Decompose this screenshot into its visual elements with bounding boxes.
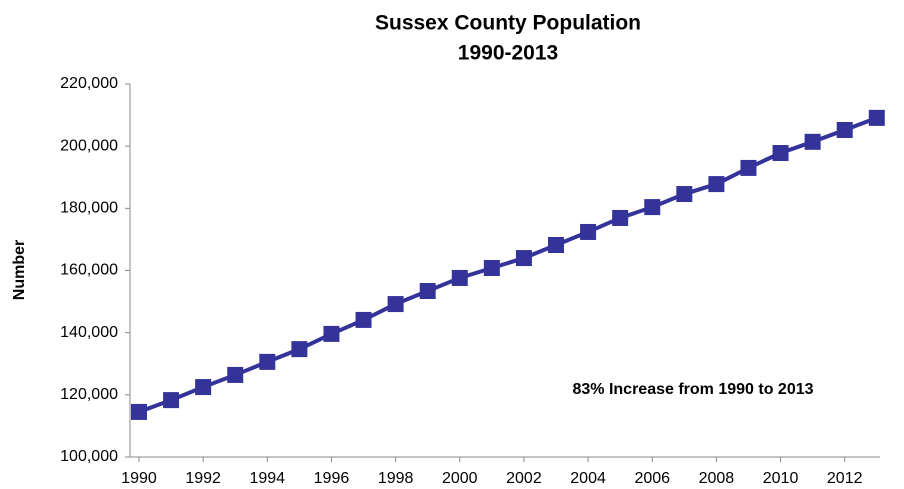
x-tick-label: 2006 — [634, 470, 670, 487]
x-tick-label: 1998 — [378, 470, 414, 487]
y-tick-label: 200,000 — [60, 137, 118, 154]
x-tick-label: 1994 — [249, 470, 285, 487]
marker — [515, 250, 532, 267]
x-tick-label: 2010 — [763, 470, 799, 487]
series-line — [138, 116, 878, 414]
marker — [355, 311, 372, 328]
marker — [291, 341, 308, 358]
y-axis-label: Number — [11, 240, 28, 300]
marker — [580, 223, 597, 240]
marker — [483, 260, 500, 277]
x-tick-label: 2000 — [442, 470, 478, 487]
marker — [451, 269, 468, 286]
x-tick-label: 2004 — [570, 470, 606, 487]
marker — [323, 325, 340, 342]
y-tick-label: 160,000 — [60, 262, 118, 279]
marker — [708, 176, 725, 193]
x-tick-label: 2008 — [699, 470, 735, 487]
x-tick-label: 1992 — [185, 470, 221, 487]
y-tick-label: 120,000 — [60, 386, 118, 403]
y-tick-label: 140,000 — [60, 324, 118, 341]
marker — [676, 186, 693, 203]
marker — [227, 366, 244, 383]
y-tick-label: 100,000 — [60, 448, 118, 465]
marker — [195, 379, 212, 396]
marker — [740, 159, 757, 176]
marker — [387, 296, 404, 313]
y-tick-label: 180,000 — [60, 200, 118, 217]
marker — [419, 283, 436, 300]
marker — [772, 145, 789, 162]
y-tick-label: 220,000 — [60, 75, 118, 92]
marker — [548, 237, 565, 254]
marker — [259, 353, 276, 370]
chart-title: Sussex County Population — [375, 12, 641, 35]
x-tick-label: 2002 — [506, 470, 542, 487]
marker — [868, 109, 885, 126]
marker — [612, 209, 629, 226]
marker — [836, 122, 853, 139]
marker — [644, 199, 661, 216]
x-tick-label: 2012 — [827, 470, 863, 487]
x-tick-label: 1990 — [121, 470, 157, 487]
chart-subtitle: 1990-2013 — [458, 42, 558, 65]
marker — [163, 392, 180, 409]
marker — [130, 403, 147, 420]
marker — [804, 133, 821, 150]
annotation: 83% Increase from 1990 to 2013 — [572, 381, 813, 398]
x-tick-label: 1996 — [314, 470, 350, 487]
